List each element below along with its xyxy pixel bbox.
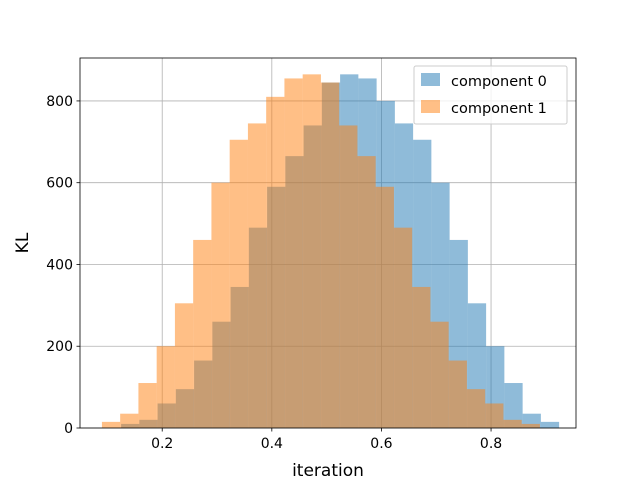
histogram-bar-component-1	[320, 82, 340, 428]
histogram-bar-component-1	[302, 74, 321, 429]
histogram-bar-component-1	[211, 182, 230, 428]
histogram-bar-component-1	[156, 346, 175, 428]
x-tick-label: 0.8	[480, 436, 502, 452]
histogram-bar-component-1	[430, 321, 449, 428]
histogram-bar-component-1	[521, 423, 540, 428]
histogram-bar-component-1	[193, 239, 212, 428]
histogram-bar-component-1	[448, 360, 467, 428]
histogram-bar-component-1	[229, 139, 248, 429]
legend-swatch-component-1	[421, 100, 440, 113]
y-tick-label: 800	[46, 94, 73, 110]
histogram-bar-component-1	[266, 96, 285, 428]
histogram-bar-component-1	[120, 413, 139, 428]
histogram-bar-component-1	[339, 125, 358, 429]
histogram-bar-component-1	[503, 419, 522, 428]
y-axis-label: KL	[13, 232, 33, 253]
y-tick-label: 0	[64, 421, 73, 437]
histogram-bar-component-0	[540, 421, 560, 428]
axis-ticks: 0.2 0.4 0.6 0.8 0 200 400 600 800	[46, 94, 502, 452]
legend-label-component-0: component 0	[451, 74, 547, 90]
histogram-bar-component-1	[247, 123, 267, 428]
histogram-bar-component-1	[138, 383, 157, 428]
histogram-bar-component-1	[466, 389, 486, 428]
x-tick-label: 0.4	[261, 436, 283, 452]
legend: component 0 component 1	[413, 65, 568, 125]
legend-swatch-component-0	[421, 73, 440, 86]
x-axis-label: iteration	[292, 461, 364, 480]
histogram-bar-component-1	[375, 186, 394, 428]
y-tick-label: 600	[46, 176, 73, 192]
y-tick-label: 400	[46, 257, 73, 273]
histogram-bar-component-1	[174, 303, 194, 428]
histogram-bar-component-1	[393, 227, 413, 428]
x-tick-label: 0.6	[370, 436, 392, 452]
histogram-bar-component-1	[284, 78, 303, 428]
plot-frame	[79, 57, 577, 429]
y-tick-label: 200	[46, 339, 73, 355]
histogram-bar-component-1	[101, 421, 121, 428]
histogram-bar-component-0	[504, 383, 523, 428]
histogram-bar-component-1	[412, 286, 431, 428]
histogram-bar-component-1	[485, 403, 504, 428]
x-tick-label: 0.2	[151, 436, 173, 452]
legend-box	[413, 65, 568, 125]
histogram-bars	[101, 74, 560, 429]
legend-label-component-1: component 1	[451, 101, 547, 117]
histogram-bar-component-1	[357, 156, 376, 428]
